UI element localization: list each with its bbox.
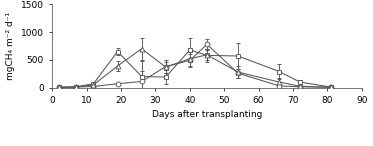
X-axis label: Days after transplanting: Days after transplanting [152,111,262,119]
Legend: SP-C, SP-RS, SP-CM: SP-C, SP-RS, SP-CM [125,144,289,146]
Y-axis label: mgCH₄ m⁻² d⁻¹: mgCH₄ m⁻² d⁻¹ [6,12,15,80]
